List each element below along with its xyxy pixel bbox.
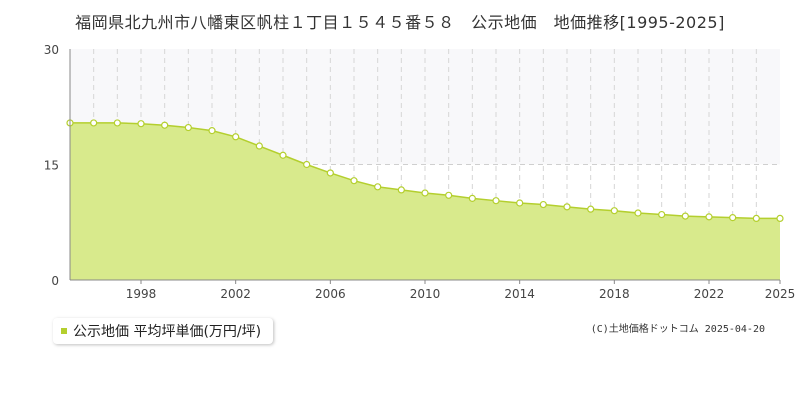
x-tick-label: 2025 — [765, 287, 796, 301]
x-tick-label: 2018 — [599, 287, 630, 301]
legend: 公示地価 平均坪単価(万円/坪) — [53, 318, 274, 344]
data-point — [374, 183, 382, 191]
data-point — [161, 121, 169, 129]
data-point — [113, 119, 121, 127]
data-point — [326, 169, 334, 177]
x-tick-label: 2014 — [504, 287, 535, 301]
data-point — [587, 205, 595, 213]
x-tick-label: 2022 — [694, 287, 725, 301]
data-point — [752, 214, 760, 222]
data-point — [681, 212, 689, 220]
x-tick-label: 2002 — [220, 287, 251, 301]
x-tick-label: 2006 — [315, 287, 346, 301]
chart-title: 福岡県北九州市八幡東区帆柱１丁目１５４５番５８ 公示地価 地価推移[1995-2… — [75, 13, 725, 32]
data-point — [729, 214, 737, 222]
data-point — [350, 177, 358, 185]
data-point — [776, 214, 784, 222]
data-point — [610, 207, 618, 215]
y-tick-label: 15 — [44, 159, 59, 173]
data-point — [634, 209, 642, 217]
data-point — [184, 123, 192, 132]
data-point — [563, 203, 571, 211]
data-point — [445, 191, 453, 199]
y-tick-label: 30 — [44, 43, 59, 57]
data-point — [255, 142, 263, 150]
legend-swatch — [61, 328, 67, 334]
data-point — [232, 133, 240, 141]
data-point — [492, 197, 500, 205]
data-point — [279, 151, 287, 159]
legend-label: 公示地価 平均坪単価(万円/坪) — [73, 324, 262, 340]
data-point — [421, 189, 429, 197]
data-point — [516, 199, 524, 207]
data-point — [137, 120, 145, 128]
x-tick-label: 1998 — [126, 287, 157, 301]
copyright-credit: (C)土地価格ドットコム 2025-04-20 — [590, 324, 765, 335]
data-point — [468, 194, 476, 202]
data-point — [705, 213, 713, 221]
x-tick-label: 2010 — [410, 287, 441, 301]
data-point — [303, 160, 311, 169]
data-point — [539, 200, 547, 209]
data-point — [90, 119, 98, 127]
data-point — [397, 186, 405, 194]
data-point — [658, 210, 666, 219]
y-tick-label: 0 — [51, 274, 59, 288]
series-area — [70, 122, 780, 280]
data-point — [208, 127, 216, 135]
